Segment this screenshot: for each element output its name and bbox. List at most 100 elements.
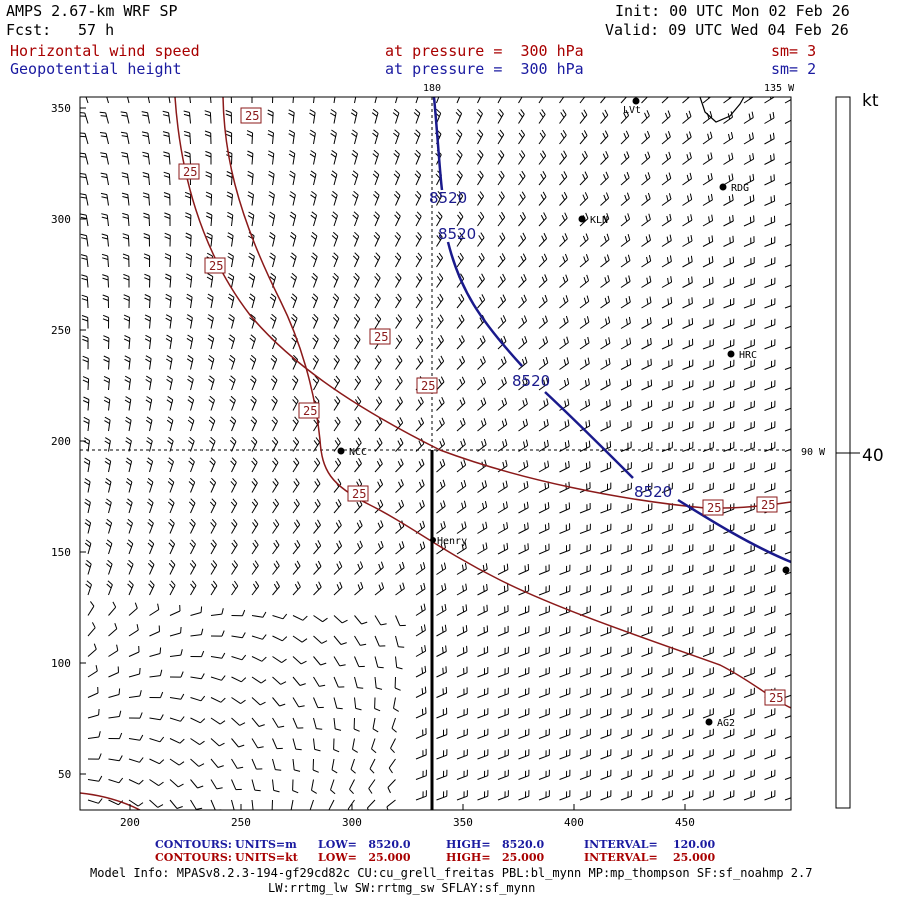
wind-barb-feather — [457, 214, 462, 220]
wind-barb-feather — [296, 519, 301, 525]
wind-barb — [702, 488, 714, 493]
wind-barb — [682, 406, 693, 411]
wind-barb-feather — [769, 97, 772, 100]
wind-barb-feather — [82, 335, 89, 339]
wind-barb — [702, 385, 714, 391]
wind-barb — [723, 324, 734, 329]
wind-barb-feather — [91, 622, 96, 628]
wind-barb-feather — [502, 294, 507, 301]
wind-barb — [600, 322, 610, 329]
wind-barb-feather — [588, 440, 591, 447]
wind-barb-feather — [418, 481, 423, 488]
wind-barb-feather — [291, 252, 297, 257]
wind-barb — [415, 216, 422, 227]
wind-barb-feather — [356, 501, 361, 508]
wind-barb — [723, 693, 734, 698]
wind-barb-feather — [441, 417, 445, 424]
wind-barb — [415, 339, 424, 350]
wind-barb-feather — [206, 232, 213, 237]
wind-barb — [620, 280, 631, 288]
wind-barb-feather — [461, 376, 466, 383]
wind-barb-feather — [379, 458, 383, 465]
wind-barb — [538, 631, 550, 637]
wind-barb-feather — [563, 150, 567, 157]
wind-barb-feather — [211, 477, 216, 483]
wind-barb — [559, 97, 565, 104]
wind-barb-feather — [312, 358, 318, 364]
wind-barb-feather — [123, 318, 130, 322]
wind-barb — [538, 362, 549, 370]
wind-barb — [436, 775, 447, 780]
wind-barb-feather — [480, 358, 484, 365]
wind-barb-feather — [335, 396, 341, 402]
wind-barb-feather — [230, 416, 237, 422]
wind-barb-feather — [398, 481, 402, 488]
wind-barb — [723, 549, 734, 555]
wind-barb — [169, 632, 181, 637]
wind-barb-feather — [353, 296, 359, 302]
wind-barb-feather — [114, 623, 118, 629]
wind-barb — [272, 676, 281, 685]
wind-barb-feather — [246, 130, 253, 134]
wind-barb-feather — [710, 193, 713, 200]
wind-barb-feather — [289, 170, 296, 175]
wind-label: 25 — [298, 402, 320, 419]
wind-barb — [231, 544, 238, 555]
wind-barb — [292, 586, 301, 596]
wind-barb-feather — [420, 396, 424, 403]
wind-barb — [620, 672, 632, 678]
wind-barb-feather — [581, 132, 586, 139]
wind-barb — [723, 158, 734, 165]
wind-barb-feather — [226, 171, 233, 175]
wind-barb — [374, 546, 384, 555]
wind-barb-feather — [116, 644, 119, 651]
wind-barb — [477, 651, 488, 657]
wind-barb — [538, 321, 548, 329]
wind-barb-feather — [424, 665, 427, 672]
wind-barb-feather — [520, 89, 524, 94]
wind-barb — [497, 486, 508, 493]
wind-barb-feather — [498, 194, 503, 200]
wind-barb-feather — [169, 498, 175, 504]
wind-barb — [477, 216, 485, 227]
wind-barb — [682, 178, 692, 186]
wind-barb-feather — [730, 131, 734, 139]
wind-barb-feather — [311, 255, 317, 261]
wind-barb-feather — [606, 254, 610, 261]
wind-barb — [86, 256, 89, 268]
wind-barb-feather — [397, 419, 401, 426]
svg-text:25: 25 — [209, 259, 223, 273]
wind-barb — [620, 156, 630, 165]
wind-barb-feather — [584, 338, 587, 345]
wind-barb-feather — [210, 563, 216, 569]
wind-barb-feather — [442, 500, 446, 507]
wind-barb — [477, 506, 487, 514]
wind-barb — [661, 426, 673, 432]
contour1-units: UNITS=m — [235, 838, 297, 851]
wind-barb — [784, 694, 791, 698]
wind-barb — [415, 277, 423, 288]
wind-barb — [128, 584, 134, 596]
wind-barb-feather — [648, 234, 651, 241]
wind-barb-feather — [562, 109, 567, 115]
wind-barb-feather — [645, 195, 648, 202]
wind-barb-feather — [143, 256, 150, 260]
wind-barb — [538, 134, 546, 145]
wind-barb-feather — [380, 520, 384, 527]
wind-barb-feather — [602, 132, 607, 139]
wind-barb-feather — [562, 276, 566, 283]
wind-barb-feather — [351, 92, 356, 95]
wind-barb-feather — [231, 522, 236, 528]
wind-barb-feather — [315, 563, 320, 570]
wind-barb-feather — [147, 477, 154, 483]
wind-barb-feather — [483, 397, 487, 404]
wind-barb-feather — [544, 503, 547, 510]
wind-barb-feather — [184, 195, 191, 199]
wind-barb-feather — [500, 317, 504, 324]
wind-barb — [395, 133, 400, 145]
wind-barb-feather — [668, 90, 670, 96]
wind-barb-feather — [439, 461, 443, 468]
wind-barb — [579, 135, 588, 145]
wind-barb — [682, 157, 692, 165]
wind-barb-feather — [667, 298, 670, 305]
